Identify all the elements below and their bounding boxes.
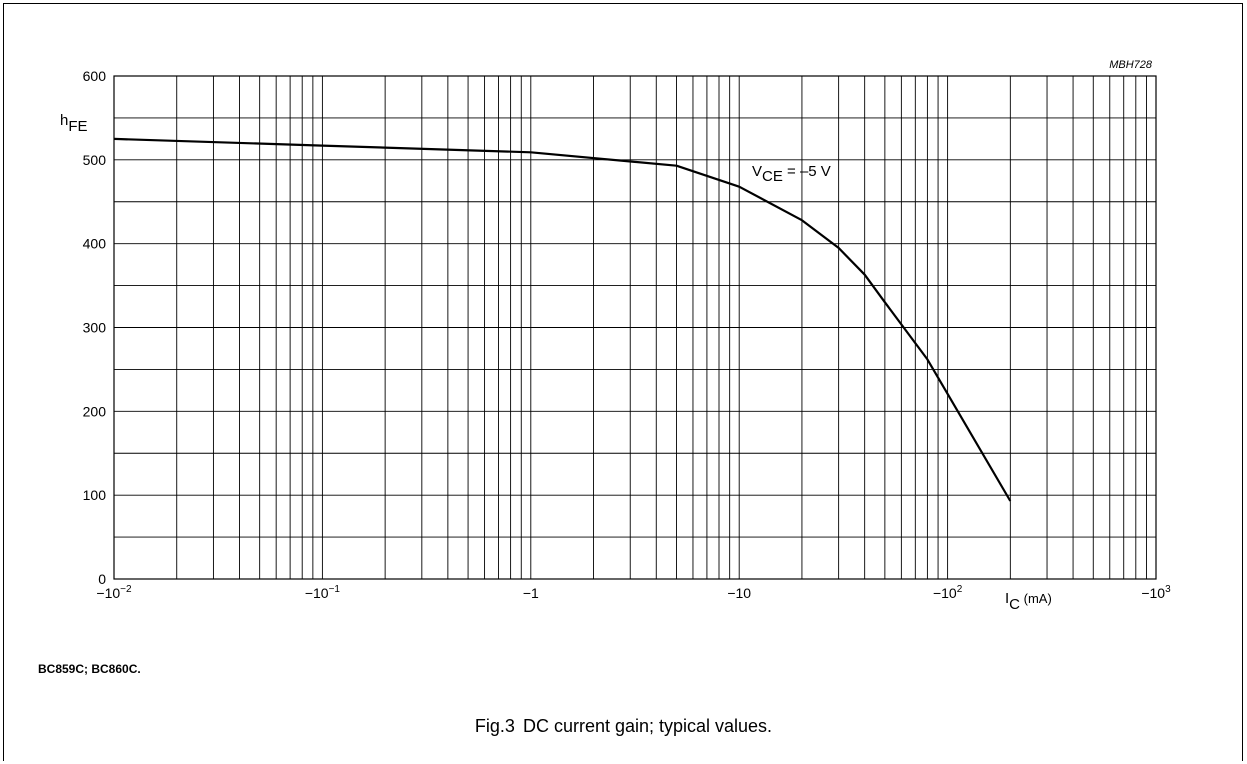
x-tick-label: −10−1 [305, 584, 341, 601]
y-tick-label: 400 [83, 236, 107, 252]
x-tick-label: −10 [727, 585, 751, 601]
y-tick-label: 600 [83, 68, 107, 84]
x-axis-label: IC (mA) [1005, 590, 1052, 613]
curve-label: VCE = –5 V [752, 163, 831, 185]
x-tick-label: −103 [1141, 584, 1171, 601]
figure-number: Fig.3 [474, 716, 515, 736]
curve-line [113, 137, 1012, 502]
y-tick-label: 200 [83, 403, 107, 419]
grid [113, 75, 1157, 580]
x-tick-label: −102 [933, 584, 963, 601]
figure-caption: Fig.3 DC current gain; typical values. [0, 716, 1247, 737]
y-tick-label: 0 [98, 571, 106, 587]
caption-text: DC current gain; typical values. [522, 716, 773, 736]
tick-labels: 0 100 200 300 400 500 600 −10−2 −10−1 −1 −10 −102 −1… [83, 68, 1171, 601]
x-tick-label: −1 [523, 585, 539, 601]
device-name: BC859C; BC860C. [38, 662, 141, 676]
curves: VCE = –5 V [113, 137, 1012, 502]
page-frame [3, 3, 1243, 761]
x-tick-label: −10−2 [96, 584, 132, 601]
y-axis-label: hFE [60, 112, 88, 135]
figure-code: MBH728 [1109, 59, 1153, 71]
y-tick-label: 100 [83, 487, 107, 503]
y-tick-label: 300 [83, 320, 107, 336]
y-tick-label: 500 [83, 152, 107, 168]
